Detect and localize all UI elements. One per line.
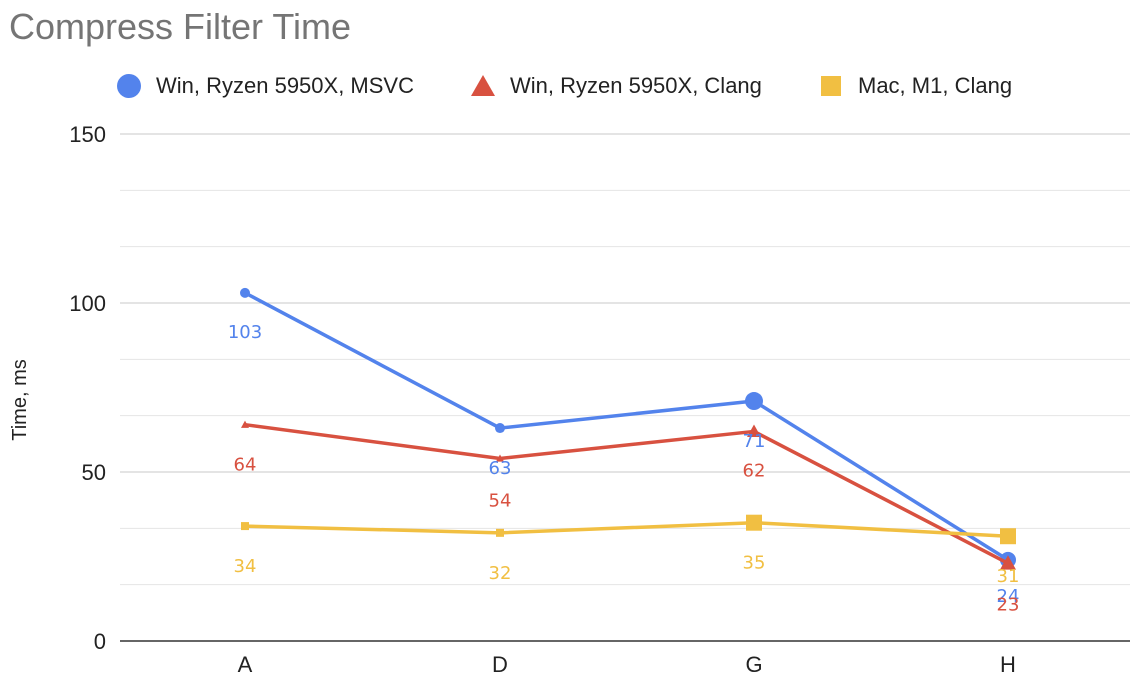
y-tick-label: 0 [94, 629, 106, 654]
data-label: 31 [997, 566, 1020, 587]
data-label: 71 [743, 431, 766, 452]
data-point [745, 392, 763, 411]
series-line [243, 520, 1010, 538]
circle-marker-icon [116, 73, 142, 99]
data-label: 63 [489, 458, 512, 479]
data-label: 23 [997, 594, 1020, 615]
data-label: 24 [997, 586, 1020, 607]
series-layer [240, 287, 1016, 570]
x-tick-label: G [745, 652, 762, 677]
data-label: 62 [743, 460, 766, 481]
chart-title: Compress Filter Time [9, 6, 352, 47]
series-line [243, 422, 1010, 566]
data-point [495, 423, 505, 434]
data-point [241, 420, 249, 428]
legend-item-series-3[interactable]: Mac, M1, Clang [818, 66, 1012, 106]
data-label: 64 [234, 455, 257, 476]
y-tick-label: 150 [69, 122, 106, 147]
data-point [747, 424, 761, 438]
x-tick-label: A [238, 652, 253, 677]
data-point [241, 522, 249, 531]
data-labels: 103 63 71 24 64 54 62 23 34 32 35 31 [228, 322, 1020, 615]
data-point [496, 528, 504, 537]
legend-label: Win, Ryzen 5950X, Clang [510, 73, 762, 98]
data-label: 54 [489, 490, 512, 511]
data-label: 103 [228, 322, 262, 343]
legend-item-series-2[interactable]: Win, Ryzen 5950X, Clang [470, 66, 762, 106]
data-point [1000, 528, 1016, 545]
y-tick-label: 50 [82, 460, 106, 485]
legend-label: Mac, M1, Clang [858, 73, 1013, 98]
gridlines [120, 133, 1130, 642]
series-line [243, 291, 1010, 562]
y-tick-label: 100 [69, 291, 106, 316]
y-axis-ticks: 0 50 100 150 [69, 122, 106, 654]
x-tick-label: D [492, 652, 508, 677]
x-tick-label: H [1000, 652, 1016, 677]
y-axis-title: Time, ms [9, 359, 31, 440]
data-label: 32 [489, 563, 512, 584]
data-label: 34 [234, 556, 257, 577]
data-point [1000, 555, 1016, 570]
legend: Win, Ryzen 5950X, MSVC Win, Ryzen 5950X,… [0, 66, 1144, 106]
triangle-marker-icon [470, 73, 496, 99]
data-label: 35 [743, 553, 766, 574]
square-marker-icon [818, 73, 844, 99]
data-point [746, 514, 762, 531]
data-point [496, 454, 504, 462]
data-point [240, 287, 250, 298]
legend-label: Win, Ryzen 5950X, MSVC [156, 73, 414, 98]
legend-item-series-1[interactable]: Win, Ryzen 5950X, MSVC [116, 66, 414, 106]
